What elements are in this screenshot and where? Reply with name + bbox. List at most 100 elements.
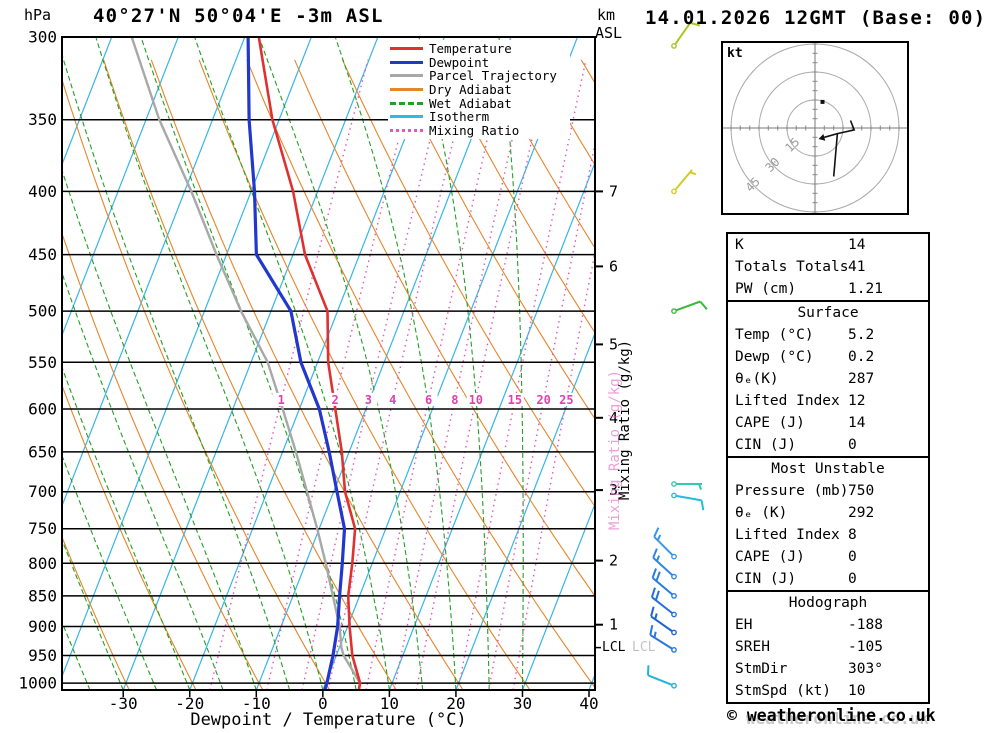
parcel-trajectory-curve (130, 37, 362, 690)
svg-text:3: 3 (365, 393, 372, 407)
legend-item-dry-adiabat: Dry Adiabat (390, 83, 570, 97)
stat-value: 41 (848, 259, 866, 275)
stat-row: EH -188 (728, 614, 928, 636)
stat-value: 0.2 (848, 349, 875, 365)
legend-label: Parcel Trajectory (429, 68, 557, 84)
wind-barb (673, 169, 697, 193)
legend-label: Mixing Ratio (429, 122, 520, 138)
stat-value: 0 (848, 549, 857, 565)
legend-swatch-dry-adiabat (390, 88, 423, 92)
temperature-curve (257, 37, 362, 690)
stat-row: Lifted Index 8 (728, 524, 928, 546)
stat-row: CIN (J) 0 (728, 568, 928, 590)
indices-table: K 14 Totals Totals 41 PW (cm) 1.21 Surface … (726, 232, 930, 704)
legend-swatch-dewpoint (390, 60, 423, 64)
mixing-ratio-value-labels: 1 2 3 4 6 8 10 15 20 25 (272, 392, 576, 407)
legend-label: Wet Adiabat (429, 95, 512, 111)
stat-value: 303° (848, 661, 883, 677)
svg-text:10: 10 (380, 694, 399, 713)
chart-legend: Temperature Dewpoint Parcel Trajectory D… (388, 40, 570, 140)
stat-value: 14 (848, 415, 866, 431)
stat-value: 14 (848, 237, 866, 253)
axis-labels: 3003504004505005506006507007508008509009… (18, 28, 618, 714)
stat-row: Lifted Index 12 (728, 390, 928, 412)
stat-label: SREH (735, 639, 770, 655)
legend-label: Isotherm (429, 109, 490, 125)
lcl-label-watermark: LCL (632, 640, 656, 655)
svg-text:10: 10 (469, 393, 483, 407)
skewt-background-lines (62, 37, 595, 690)
run-datetime-label: 14.01.2026 12GMT (Base: 00) (645, 7, 987, 29)
wind-barb (673, 300, 708, 313)
stat-label: StmDir (735, 661, 788, 677)
sounding-curves (130, 37, 362, 690)
svg-text:300: 300 (28, 28, 57, 47)
svg-text:3: 3 (609, 481, 618, 499)
plot-frame (61, 36, 596, 691)
stat-label: StmSpd (kt) (735, 683, 832, 699)
stat-value: -188 (848, 617, 883, 633)
stat-label: Pressure (mb) (735, 483, 849, 499)
stat-row: StmSpd (kt) 10 (728, 680, 928, 702)
legend-label: Temperature (429, 41, 512, 57)
legend-label: Dewpoint (429, 54, 490, 70)
wind-barb (647, 665, 675, 687)
wind-barb-column (647, 21, 708, 689)
svg-text:950: 950 (28, 646, 57, 665)
stat-label: CAPE (J) (735, 549, 805, 565)
stats-section-hodograph: Hodograph EH -188 SREH -105 StmDir 303° Stm… (726, 590, 930, 704)
stat-row: CAPE (J) 14 (728, 412, 928, 434)
stat-value: 0 (848, 437, 857, 453)
svg-text:0: 0 (318, 694, 328, 713)
pressure-unit-label: hPa (24, 6, 52, 24)
stat-row: Temp (°C) 5.2 (728, 324, 928, 346)
mixing-ratio-axis-label: Mixing Ratio (g/kg) (617, 339, 633, 501)
stats-section-indices: K 14 Totals Totals 41 PW (cm) 1.21 (726, 232, 930, 302)
asl-unit-label: ASL (595, 24, 623, 42)
legend-item-dewpoint: Dewpoint (390, 56, 570, 70)
legend-item-isotherm: Isotherm (390, 110, 570, 124)
stat-label: CIN (J) (735, 571, 797, 587)
svg-text:2: 2 (609, 552, 618, 570)
legend-swatch-isotherm (390, 115, 423, 119)
svg-text:450: 450 (28, 245, 57, 264)
stats-section-title: Most Unstable (771, 461, 885, 477)
stat-value: 287 (848, 371, 875, 387)
copyright-text: © weatheronline.co.uk (727, 706, 936, 725)
legend-item-parcel: Parcel Trajectory (390, 69, 570, 83)
stat-label: PW (cm) (735, 281, 797, 297)
stat-value: 292 (848, 505, 875, 521)
stats-section-title: Hodograph (788, 595, 868, 611)
stat-label: CAPE (J) (735, 415, 805, 431)
wind-barb (673, 494, 705, 511)
hodograph-trace (824, 120, 856, 139)
stat-row: Pressure (mb) 750 (728, 480, 928, 502)
stat-label: K (735, 237, 744, 253)
svg-text:550: 550 (28, 353, 57, 372)
stats-section-surface: Surface Temp (°C) 5.2 Dewp (°C) 0.2 θₑ(K) 2… (726, 300, 930, 458)
wind-barb (650, 606, 675, 634)
svg-text:20: 20 (446, 694, 465, 713)
stat-value: 750 (848, 483, 875, 499)
svg-text:500: 500 (28, 302, 57, 321)
dry-adiabat-lines (62, 59, 595, 690)
dewpoint-curve (246, 37, 347, 690)
legend-swatch-wet-adiabat (390, 101, 423, 105)
stat-label: Totals Totals (735, 259, 849, 275)
stat-row: K 14 (728, 234, 928, 256)
svg-text:7: 7 (609, 182, 618, 200)
stat-value: 0 (848, 571, 857, 587)
wind-barb (649, 625, 675, 651)
svg-text:1000: 1000 (18, 674, 57, 693)
stat-row: Totals Totals 41 (728, 256, 928, 278)
x-axis-label: Dewpoint / Temperature (°C) (190, 710, 467, 730)
svg-text:40: 40 (579, 694, 598, 713)
isotherm-lines (62, 37, 595, 690)
stat-value: 10 (848, 683, 866, 699)
wind-barb (652, 548, 675, 578)
legend-item-wet-adiabat: Wet Adiabat (390, 96, 570, 110)
stat-value: -105 (848, 639, 883, 655)
wind-barb (674, 483, 703, 490)
